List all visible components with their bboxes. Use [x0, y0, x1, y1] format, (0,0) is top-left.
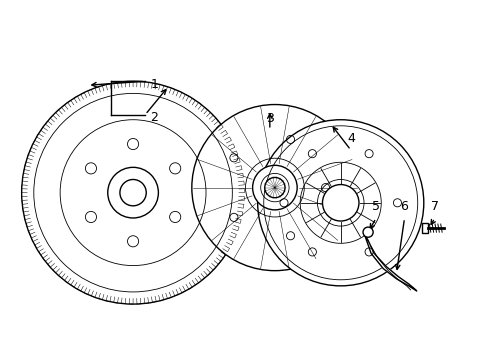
Text: 2: 2: [150, 111, 158, 124]
Circle shape: [120, 180, 146, 206]
Text: 6: 6: [400, 200, 407, 213]
Circle shape: [257, 120, 423, 286]
Polygon shape: [363, 233, 416, 291]
Circle shape: [191, 104, 357, 271]
Text: 7: 7: [430, 200, 438, 213]
Circle shape: [362, 227, 372, 237]
Circle shape: [21, 81, 244, 304]
Text: 5: 5: [371, 200, 379, 213]
Circle shape: [252, 165, 297, 210]
Circle shape: [264, 177, 285, 198]
Text: 1: 1: [150, 78, 158, 91]
Bar: [421, 223, 427, 233]
Circle shape: [322, 185, 358, 221]
Text: 3: 3: [265, 112, 273, 125]
Text: 4: 4: [346, 132, 354, 145]
